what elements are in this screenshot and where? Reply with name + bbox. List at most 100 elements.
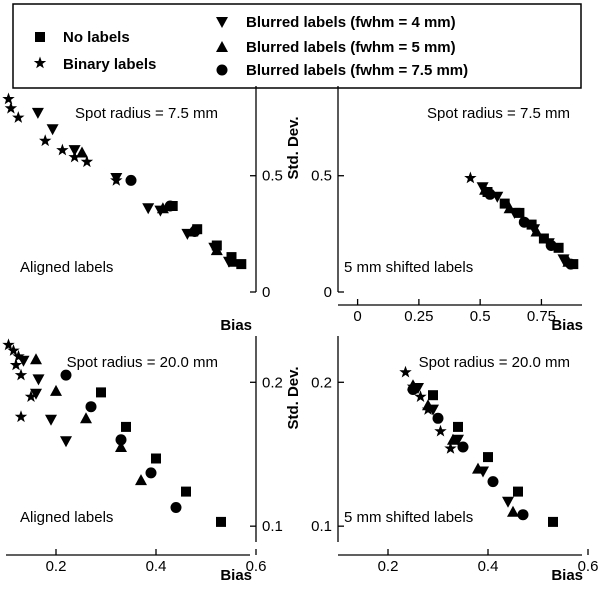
data-point-square [513, 486, 523, 497]
data-point-star [39, 134, 52, 147]
legend-item-no-labels: No labels [35, 29, 130, 46]
x-axis-label: Bias [220, 567, 252, 584]
y-axis-label: Std. Dev. [285, 116, 302, 179]
data-point-star [2, 92, 15, 105]
legend-item-binary-labels: Binary labels [33, 56, 156, 73]
data-point-circle [545, 240, 557, 251]
data-point-square [453, 421, 463, 432]
panel-bottom-right: Spot radius = 20.0 mm 5 mm shifted labels… [285, 336, 598, 584]
data-point-star [14, 368, 28, 381]
panel-annotation: Aligned labels [20, 509, 113, 526]
legend-label: No labels [63, 29, 130, 46]
panel-top-right: Spot radius = 7.5 mm5 mm shifted labels0… [285, 86, 583, 334]
y-axis: 0.1 0.2 [250, 336, 283, 542]
data-point-star [14, 410, 28, 423]
data-points [399, 365, 558, 527]
legend-label: Blurred labels (fwhm = 7.5 mm) [246, 62, 468, 79]
data-point-triangle-down [502, 496, 514, 508]
data-point-circle [457, 441, 469, 453]
data-point-circle [518, 216, 530, 228]
data-point-circle [170, 502, 182, 513]
y-tick-label: 0 [324, 284, 332, 301]
data-point-triangle-down [60, 436, 72, 448]
panel-annotation: 5 mm shifted labels [344, 259, 473, 276]
data-point-circle [484, 188, 496, 200]
data-point-triangle-up [80, 412, 92, 424]
legend-item-blurred-5mm: Blurred labels (fwhm = 5 mm) [216, 39, 456, 56]
data-point-circle [407, 384, 419, 395]
data-point-circle [164, 200, 176, 212]
square-marker-icon [35, 32, 45, 42]
x-axis-label: Bias [551, 567, 583, 584]
data-point-triangle-down [142, 203, 155, 215]
triangle-down-marker-icon [216, 17, 228, 28]
legend-box [12, 3, 582, 89]
data-point-star [399, 365, 412, 378]
data-point-circle [60, 369, 72, 381]
data-point-square [151, 453, 161, 464]
y-tick-label: 0.1 [311, 518, 332, 535]
data-point-triangle-down [31, 107, 44, 119]
data-point-circle [565, 258, 577, 270]
x-tick-label: 0.4 [478, 558, 499, 575]
panel-title: Spot radius = 20.0 mm [419, 354, 570, 371]
x-axis-label: Bias [220, 317, 252, 334]
data-points [464, 171, 579, 270]
data-point-triangle-down [46, 124, 59, 136]
x-tick-label: 0.6 [246, 558, 267, 575]
panel-title: Spot radius = 7.5 mm [75, 105, 218, 122]
series-circle [60, 369, 182, 513]
star-marker-icon [33, 56, 47, 69]
y-tick-label: 0.1 [262, 518, 283, 535]
data-point-star [434, 424, 447, 437]
y-tick-label: 0 [262, 284, 270, 301]
x-tick-label: 0.2 [46, 558, 67, 575]
data-point-triangle-down [45, 414, 57, 426]
data-point-triangle-up [135, 474, 147, 486]
y-axis-label: Std. Dev. [285, 366, 302, 429]
data-point-triangle-down [32, 374, 45, 386]
triangle-up-marker-icon [216, 41, 228, 52]
series-square [96, 387, 226, 527]
x-tick-label: 0.2 [378, 558, 399, 575]
series-square [428, 390, 558, 527]
y-tick-label: 0.5 [311, 168, 332, 185]
y-axis: 0.1 0.2 Std. Dev. [285, 336, 344, 542]
data-point-circle [189, 226, 201, 237]
data-point-circle [487, 476, 499, 488]
x-axis-label: Bias [551, 317, 583, 334]
legend-label: Binary labels [63, 56, 156, 73]
x-tick-label: 0.5 [470, 308, 491, 325]
data-point-square [121, 421, 131, 432]
data-point-circle [145, 467, 157, 479]
data-point-circle [432, 412, 444, 424]
data-point-square [483, 452, 493, 463]
panel-title: Spot radius = 7.5 mm [427, 105, 570, 122]
series-star [464, 171, 477, 184]
panel-title: Spot radius = 20.0 mm [67, 354, 218, 371]
data-point-square [96, 387, 106, 398]
panel-annotation: Aligned labels [20, 259, 113, 276]
y-tick-label: 0.2 [311, 374, 332, 391]
y-axis: 0 0.5 Std. Dev. [285, 86, 344, 301]
panel-annotation: 5 mm shifted labels [344, 509, 473, 526]
x-tick-label: 0 [353, 308, 361, 325]
x-tick-label: 0.4 [146, 558, 167, 575]
circle-marker-icon [216, 64, 228, 76]
data-point-star [4, 101, 18, 114]
data-point-square [548, 516, 558, 527]
x-tick-label: 0.6 [578, 558, 598, 575]
y-tick-label: 0.2 [262, 374, 283, 391]
x-tick-label: 0.25 [404, 308, 433, 325]
legend: No labels Binary labels Blurred labels (… [12, 3, 582, 89]
data-point-circle [125, 174, 137, 186]
x-axis: Bias [220, 317, 252, 334]
y-tick-label: 0.5 [262, 168, 283, 185]
data-point-triangle-up [30, 353, 42, 365]
series-triangle-down [31, 107, 235, 268]
data-point-triangle-up [50, 384, 62, 396]
